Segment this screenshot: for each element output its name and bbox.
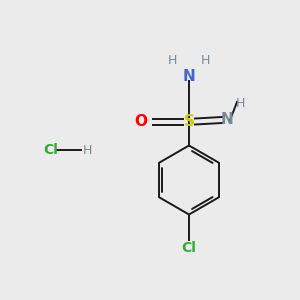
Text: H: H	[82, 143, 92, 157]
Text: H: H	[168, 53, 177, 67]
Text: H: H	[235, 97, 245, 110]
Text: Cl: Cl	[182, 241, 196, 254]
Text: N: N	[183, 69, 195, 84]
Text: O: O	[134, 114, 148, 129]
Text: H: H	[201, 53, 210, 67]
Text: Cl: Cl	[44, 143, 59, 157]
Text: N: N	[220, 112, 233, 128]
Text: S: S	[184, 114, 194, 129]
